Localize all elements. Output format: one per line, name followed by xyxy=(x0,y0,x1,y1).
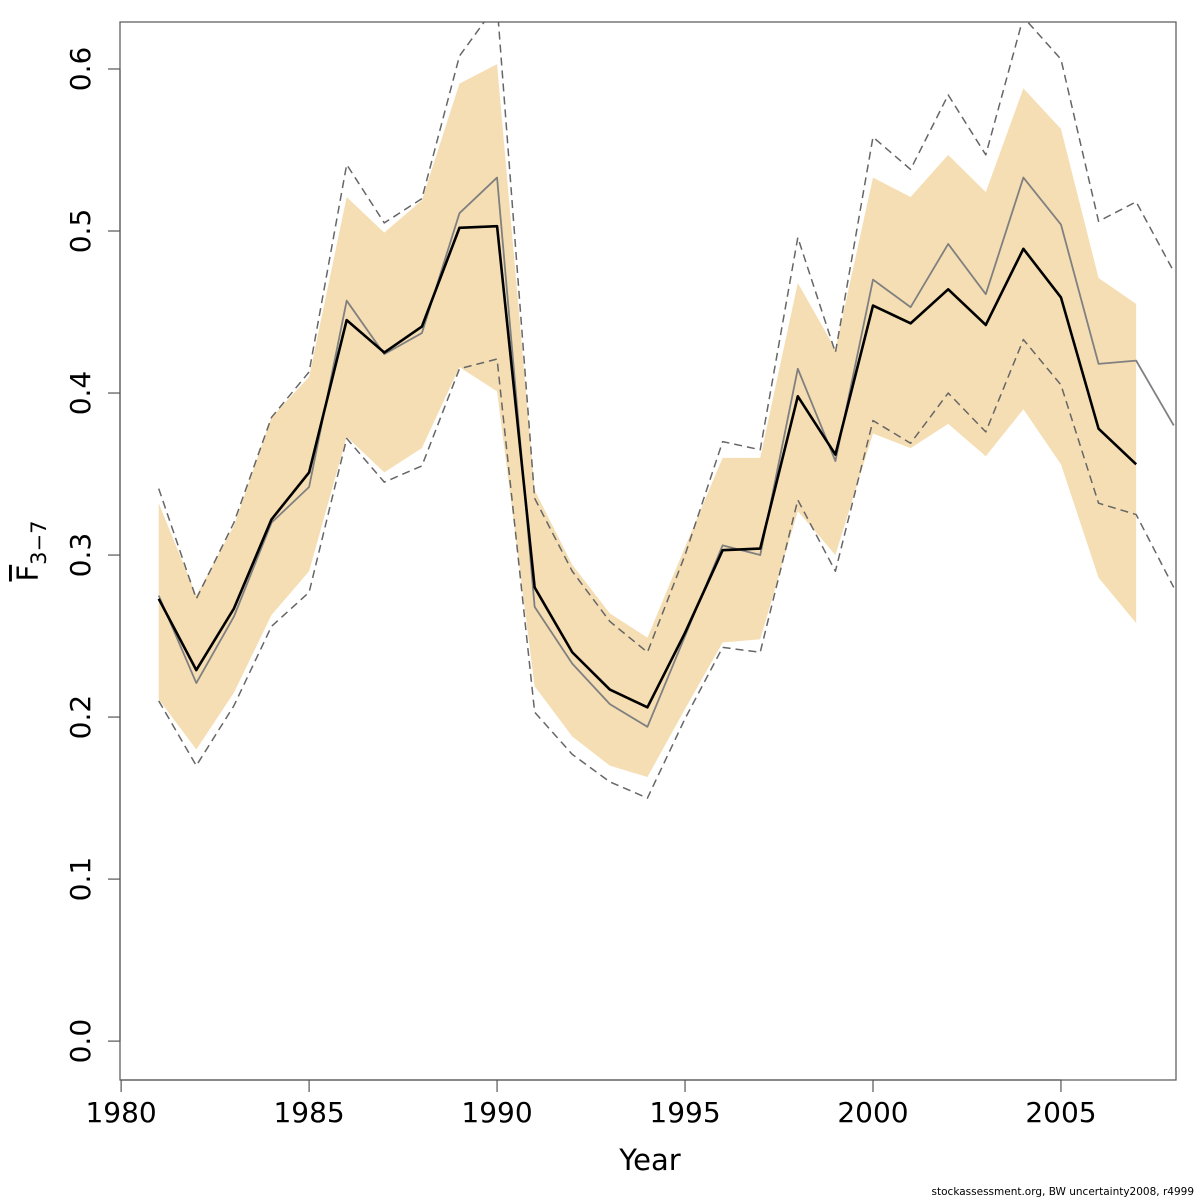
y-tick-label: 0.6 xyxy=(64,47,97,92)
x-tick-label: 2000 xyxy=(837,1096,908,1129)
y-tick-label: 0.4 xyxy=(64,371,97,416)
y-tick-label: 0.5 xyxy=(64,209,97,254)
x-tick-label: 1990 xyxy=(461,1096,532,1129)
x-tick-label: 2005 xyxy=(1025,1096,1096,1129)
y-axis-label-subscript: 3−7 xyxy=(27,520,51,564)
y-axis-label: F3−7 xyxy=(11,520,51,581)
y-tick-label: 0.3 xyxy=(64,533,97,578)
x-tick-label: 1995 xyxy=(649,1096,720,1129)
plot-area xyxy=(157,22,1175,799)
y-axis-label-group: F3−7 xyxy=(11,520,51,581)
confidence-band xyxy=(158,64,1137,778)
y-tick-label: 0.0 xyxy=(64,1019,97,1064)
x-tick-label: 1985 xyxy=(273,1096,344,1129)
y-tick-label: 0.2 xyxy=(64,695,97,740)
y-tick-label: 0.1 xyxy=(64,857,97,902)
interval-line xyxy=(158,338,1175,799)
estimate-line xyxy=(157,224,1138,709)
footer: stockassessment.org, BW uncertainty2008,… xyxy=(932,1186,1194,1198)
x-tick-label: 1980 xyxy=(85,1096,156,1129)
y-axis-label-main: F xyxy=(11,565,45,582)
x-axis-label: Year xyxy=(618,1143,680,1177)
